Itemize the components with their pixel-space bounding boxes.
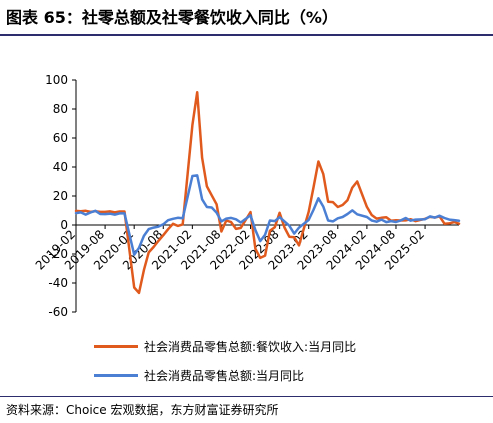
y-tick-label: 80 bbox=[53, 102, 68, 116]
y-tick-label: 0 bbox=[60, 218, 68, 232]
y-tick-label: -20 bbox=[48, 247, 68, 261]
y-tick-label: 60 bbox=[53, 131, 68, 145]
legend-item-total-retail: 社会消费品零售总额:当月同比 bbox=[94, 367, 304, 383]
legend-swatch-total-retail bbox=[94, 373, 138, 377]
y-tick-label: 20 bbox=[53, 189, 68, 203]
title-divider bbox=[0, 34, 493, 36]
y-tick-label: 40 bbox=[53, 160, 68, 174]
y-tick-label: 100 bbox=[45, 73, 68, 87]
series-line-1 bbox=[74, 90, 461, 295]
chart-title: 图表 65：社零总额及社零餐饮收入同比（%） bbox=[6, 8, 338, 27]
legend-item-catering: 社会消费品零售总额:餐饮收入:当月同比 bbox=[94, 338, 356, 354]
y-tick-label: -40 bbox=[48, 276, 68, 290]
legend-label-total-retail: 社会消费品零售总额:当月同比 bbox=[144, 368, 305, 383]
legend-label-catering: 社会消费品零售总额:餐饮收入:当月同比 bbox=[144, 339, 357, 354]
series-line-2 bbox=[74, 174, 461, 256]
source-note: 资料来源：Choice 宏观数据，东方财富证券研究所 bbox=[6, 403, 279, 417]
y-tick-label: -60 bbox=[48, 305, 68, 319]
source-divider bbox=[0, 396, 493, 397]
legend-swatch-catering bbox=[94, 344, 138, 348]
